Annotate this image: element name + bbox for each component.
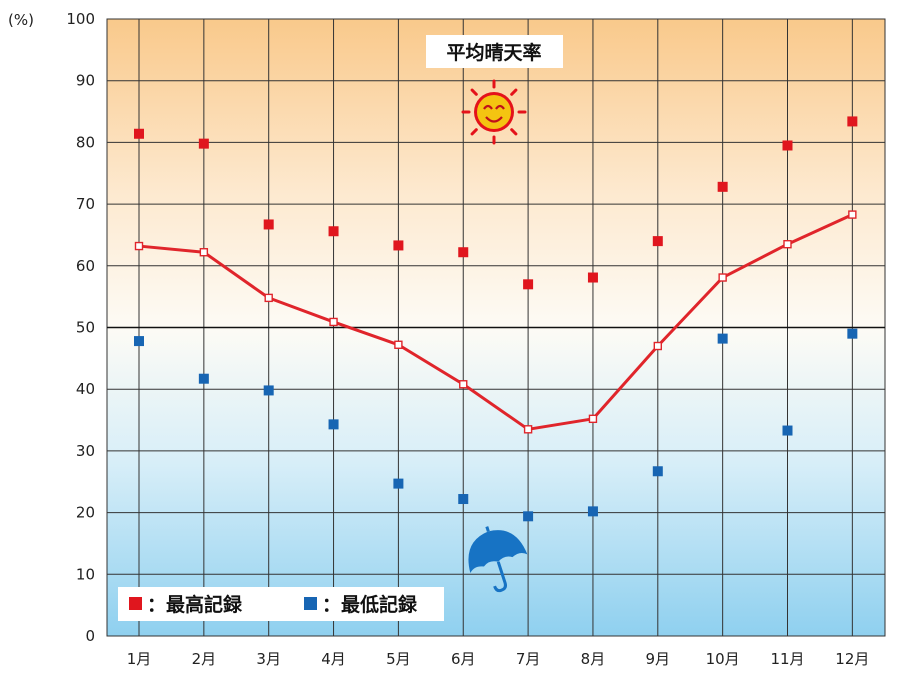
x-tick-label: 5月	[386, 650, 411, 668]
legend-min-label: ：最低記録	[322, 593, 418, 616]
point-max	[847, 116, 858, 127]
y-tick-label: 40	[76, 380, 95, 398]
point-min	[847, 328, 858, 339]
point-min	[782, 425, 793, 436]
x-tick-label: 4月	[321, 650, 346, 668]
point-max	[587, 272, 598, 283]
point-avg	[329, 317, 338, 327]
point-max	[393, 240, 404, 251]
legend-min-swatch	[304, 597, 317, 610]
y-axis: 0 10 20 30 40 50 60 70 80 90 100	[66, 10, 95, 645]
y-tick-label: 30	[76, 442, 95, 460]
y-tick-label: 50	[76, 319, 95, 337]
x-tick-label: 3月	[256, 650, 281, 668]
y-tick-label: 90	[76, 72, 95, 90]
point-min	[717, 333, 728, 344]
point-min	[328, 419, 339, 430]
legend: ：最高記録 ：最低記録	[118, 587, 444, 621]
y-tick-label: 70	[76, 195, 95, 213]
chart-title: 平均晴天率	[446, 41, 541, 64]
point-avg	[588, 414, 598, 424]
point-avg	[264, 293, 273, 303]
point-avg	[199, 248, 209, 257]
x-tick-label: 7月	[516, 650, 541, 668]
point-max	[782, 140, 793, 151]
point-min	[393, 478, 404, 489]
legend-max-label: ：最高記録	[147, 593, 243, 616]
y-tick-label: 20	[76, 504, 95, 522]
point-avg	[134, 241, 144, 251]
point-max	[263, 219, 274, 230]
y-tick-label: 80	[76, 133, 95, 151]
point-min	[458, 494, 469, 505]
series-line-avg	[138, 213, 853, 431]
point-max	[328, 226, 339, 237]
point-min	[134, 336, 144, 347]
point-avg	[394, 340, 403, 349]
point-min	[263, 385, 274, 396]
point-max	[523, 279, 534, 290]
point-max	[652, 236, 663, 247]
x-tick-label: 8月	[581, 650, 606, 668]
x-tick-label: 11月	[770, 650, 804, 668]
y-tick-label: 10	[76, 565, 95, 583]
y-tick-label: 60	[76, 257, 95, 275]
x-axis: 1月 2月 3月 4月 5月 6月 7月 8月 9月 10月 11月 12月	[127, 650, 870, 668]
x-tick-label: 10月	[706, 650, 740, 668]
x-tick-label: 1月	[127, 650, 152, 668]
point-max	[134, 128, 144, 139]
point-avg	[848, 210, 857, 219]
point-avg	[718, 273, 727, 282]
x-tick-label: 6月	[451, 650, 476, 668]
point-avg	[653, 341, 662, 351]
point-avg	[783, 240, 792, 249]
legend-max-swatch	[129, 597, 142, 610]
point-max	[717, 181, 728, 192]
point-max	[458, 247, 469, 258]
y-tick-label: 0	[85, 627, 95, 645]
y-unit-label: (%)	[8, 11, 34, 29]
title-box	[426, 35, 563, 68]
point-avg	[523, 425, 533, 434]
point-min	[652, 466, 663, 477]
point-min	[523, 511, 534, 522]
x-tick-label: 2月	[192, 650, 217, 668]
legend-box	[118, 587, 444, 621]
point-avg	[459, 380, 468, 389]
point-min	[587, 506, 598, 517]
smiling-sun-icon	[461, 79, 527, 145]
x-tick-label: 12月	[835, 650, 869, 668]
umbrella-icon	[468, 526, 528, 593]
y-tick-label: 100	[66, 10, 95, 28]
x-tick-label: 9月	[646, 650, 671, 668]
point-max	[198, 138, 209, 149]
point-min	[198, 373, 209, 384]
series-layer	[134, 116, 858, 522]
